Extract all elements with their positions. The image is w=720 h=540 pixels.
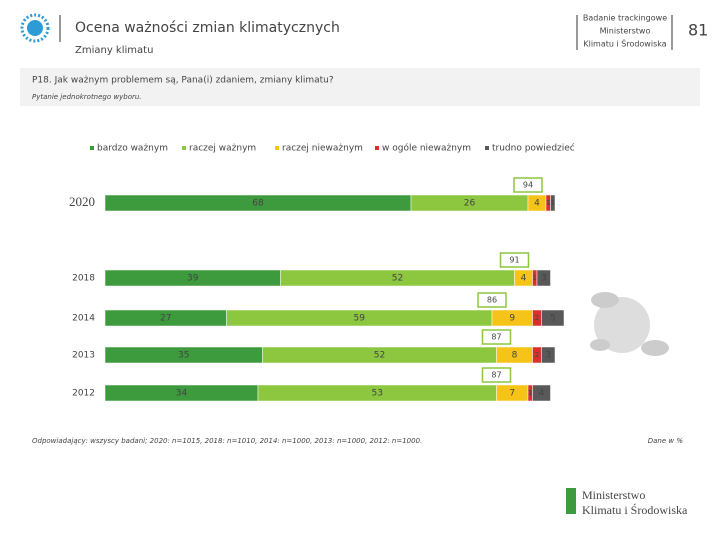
data-label: 5 bbox=[550, 314, 556, 324]
logo: Klimatu i Środowiska bbox=[582, 503, 688, 517]
data-label: 3 bbox=[541, 274, 547, 284]
logo-icon bbox=[20, 13, 50, 43]
y-tick-label: 2013 bbox=[72, 351, 95, 361]
data-label: 4 bbox=[521, 274, 527, 284]
legend-label: raczej ważnym bbox=[189, 144, 256, 154]
legend-label: bardzo ważnym bbox=[97, 144, 168, 154]
total-label: 87 bbox=[491, 333, 501, 342]
legend-swatch bbox=[485, 146, 489, 150]
legend-label: w ogóle nieważnym bbox=[382, 143, 471, 154]
globe-icon bbox=[590, 292, 669, 356]
study: Ministerstwo bbox=[600, 27, 651, 36]
bar-segment bbox=[532, 384, 551, 402]
question-box bbox=[20, 68, 700, 106]
total-bubble bbox=[477, 292, 507, 308]
legend-swatch bbox=[275, 146, 279, 150]
data-label: 52 bbox=[392, 274, 403, 284]
y-tick-label: 2014 bbox=[72, 314, 95, 324]
subtitle: Zmiany klimatu bbox=[75, 45, 153, 56]
data-label: 1 bbox=[528, 389, 532, 397]
total-label: 87 bbox=[491, 371, 501, 380]
legend-label: trudno powiedzieć bbox=[492, 143, 575, 154]
page-number: 81 bbox=[688, 21, 708, 40]
bar-segment bbox=[536, 269, 551, 287]
units: Dane w % bbox=[648, 437, 684, 445]
bar-segment bbox=[541, 346, 556, 364]
note: Pytanie jednokrotnego wyboru. bbox=[32, 93, 142, 101]
footnote: Odpowiadający: wszyscy badani; 2020: n=1… bbox=[32, 437, 422, 445]
data-label: 4 bbox=[534, 199, 540, 209]
y-tick-label: 2020 bbox=[69, 194, 95, 209]
question: P18. Jak ważnym problemem są, Pana(i) zd… bbox=[32, 76, 334, 86]
total-bubble bbox=[481, 367, 512, 383]
data-label: 59 bbox=[354, 314, 366, 324]
legend-swatch bbox=[90, 146, 94, 150]
legend-swatch bbox=[375, 146, 379, 150]
total-label: 94 bbox=[523, 181, 533, 190]
study: Klimatu i Środowiska bbox=[583, 38, 666, 49]
y-tick-label: 2012 bbox=[72, 389, 95, 399]
data-label: 1 bbox=[533, 274, 537, 282]
data-label: 35 bbox=[178, 351, 189, 361]
total-bubble bbox=[513, 177, 543, 193]
data-label: 27 bbox=[160, 314, 171, 324]
data-label: 52 bbox=[374, 351, 385, 361]
logo: Ministerstwo bbox=[582, 488, 645, 502]
data-label: 9 bbox=[509, 314, 515, 324]
data-label: 2 bbox=[535, 314, 539, 322]
total-label: 86 bbox=[487, 296, 497, 305]
total-label: 91 bbox=[509, 256, 519, 265]
bar-segment bbox=[550, 194, 556, 212]
data-label: 68 bbox=[252, 199, 264, 209]
y-tick-label: 2018 bbox=[72, 274, 95, 284]
bar-segment bbox=[541, 309, 565, 327]
logo-mark bbox=[566, 488, 576, 514]
data-label: 1 bbox=[551, 199, 555, 207]
legend-swatch bbox=[182, 146, 186, 150]
study: Badanie trackingowe bbox=[583, 14, 667, 23]
data-label: 8 bbox=[512, 351, 518, 361]
data-label: 4 bbox=[539, 389, 545, 399]
data-label: 39 bbox=[187, 274, 199, 284]
data-label: 1 bbox=[546, 199, 550, 207]
data-label: 26 bbox=[464, 199, 476, 209]
total-bubble bbox=[481, 329, 512, 345]
legend-label: raczej nieważnym bbox=[282, 144, 363, 154]
data-label: 2 bbox=[535, 351, 539, 359]
data-label: 7 bbox=[509, 389, 515, 399]
title: Ocena ważności zmian klimatycznych bbox=[75, 20, 340, 36]
data-label: 53 bbox=[372, 389, 383, 399]
total-bubble bbox=[499, 252, 530, 268]
data-label: 34 bbox=[176, 389, 188, 399]
data-label: 3 bbox=[545, 351, 551, 361]
